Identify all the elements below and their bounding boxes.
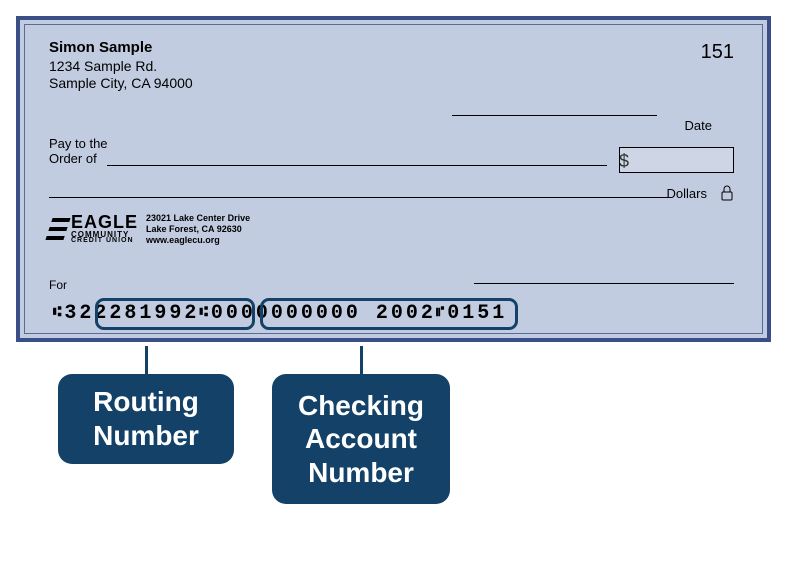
routing-highlight-box [95, 298, 255, 330]
payer-name: Simon Sample [49, 39, 193, 58]
lock-icon [720, 185, 734, 204]
bank-address: 23021 Lake Center Drive Lake Forest, CA … [146, 213, 250, 245]
payer-street: 1234 Sample Rd. [49, 58, 193, 76]
amount-box [619, 147, 734, 173]
signature-line [474, 283, 734, 284]
dollars-label: Dollars [667, 186, 707, 201]
routing-callout: Routing Number [58, 374, 234, 464]
bank-block: EAGLE COMMUNITY CREDIT UNION 23021 Lake … [49, 213, 250, 245]
bank-url: www.eaglecu.org [146, 235, 250, 246]
date-label: Date [685, 118, 712, 133]
payto-line2: Order of [49, 152, 108, 167]
account-callout-text: Checking Account Number [294, 389, 428, 490]
account-connector [360, 346, 363, 376]
payer-city: Sample City, CA 94000 [49, 75, 193, 93]
date-line [452, 115, 657, 116]
routing-connector [145, 346, 148, 376]
bank-name: EAGLE COMMUNITY CREDIT UNION [71, 214, 138, 245]
micr-transit-icon: ⑆ [53, 305, 64, 321]
routing-callout-text: Routing Number [80, 385, 212, 452]
eagle-stripes-icon [45, 216, 71, 242]
amount-words-line [49, 197, 669, 198]
bank-name-main: EAGLE [71, 214, 138, 231]
payto-fill-line [107, 165, 607, 166]
bank-addr2: Lake Forest, CA 92630 [146, 224, 250, 235]
account-callout: Checking Account Number [272, 374, 450, 504]
bank-name-sub2: CREDIT UNION [71, 238, 138, 245]
payto-line1: Pay to the [49, 137, 108, 152]
bank-logo: EAGLE COMMUNITY CREDIT UNION [49, 214, 138, 245]
account-highlight-box [260, 298, 518, 330]
check-inner: Simon Sample 1234 Sample Rd. Sample City… [24, 24, 763, 334]
payto-label: Pay to the Order of [49, 137, 108, 167]
for-label: For [49, 278, 67, 292]
payer-block: Simon Sample 1234 Sample Rd. Sample City… [49, 39, 193, 93]
bank-addr1: 23021 Lake Center Drive [146, 213, 250, 224]
sample-check: Simon Sample 1234 Sample Rd. Sample City… [16, 16, 771, 342]
check-number: 151 [701, 41, 734, 64]
